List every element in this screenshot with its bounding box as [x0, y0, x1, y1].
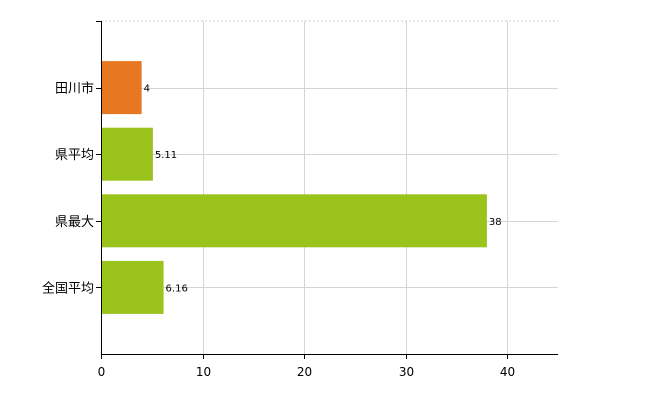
data-label-2: 38: [489, 217, 502, 228]
data-label-3: 6.16: [166, 283, 188, 294]
bars: [101, 61, 487, 314]
bar-2: [101, 194, 487, 248]
category-label-2: 県最大: [55, 215, 94, 230]
x-tick-label-0: 0: [98, 365, 106, 379]
x-tick-label-30: 30: [399, 365, 414, 379]
x-tick-label-40: 40: [500, 365, 515, 379]
category-label-0: 田川市: [55, 81, 94, 97]
x-tick-label-10: 10: [196, 365, 211, 379]
bar-1: [101, 127, 153, 181]
category-label-3: 全国平均: [42, 280, 94, 296]
x-tick-label-20: 20: [297, 365, 312, 379]
gridlines: [101, 20, 558, 354]
data-label-1: 5.11: [155, 150, 177, 161]
labels: 4 田川市 5.11 県平均 38 県最大 6.16 全国平均 0 10 20 30 40: [42, 81, 515, 379]
bar-0: [101, 61, 142, 115]
data-label-0: 4: [144, 84, 150, 95]
axes: [96, 21, 558, 359]
category-label-1: 県平均: [55, 148, 94, 163]
bar-3: [101, 260, 164, 314]
